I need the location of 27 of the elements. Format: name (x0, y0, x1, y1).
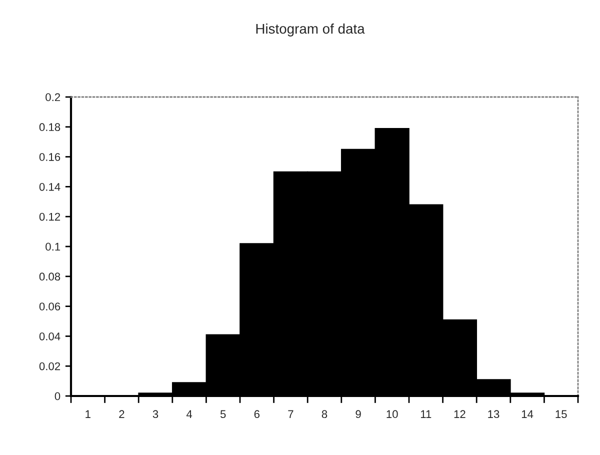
chart-title: Histogram of data (256, 24, 365, 36)
y-tick-label: 0.16 (39, 153, 60, 161)
y-tick-label: 0.04 (39, 332, 60, 340)
y-tick-label: 0.2 (46, 93, 60, 102)
x-tick-label: 7 (288, 410, 294, 418)
x-tick-label: 9 (356, 410, 361, 418)
y-tick-label: 0.12 (39, 212, 60, 221)
x-tick-label: 1 (86, 410, 90, 418)
x-tick-label: 12 (454, 410, 466, 418)
y-tick-label: 0 (54, 392, 60, 400)
y-tick-label: 0.08 (39, 272, 60, 281)
x-tick-label: 6 (254, 410, 260, 418)
x-tick-label: 8 (322, 410, 328, 418)
x-tick-label: 4 (186, 410, 192, 418)
x-tick-label: 15 (556, 410, 567, 418)
y-tick-label: 0.14 (39, 182, 60, 191)
y-tick-label: 0.02 (39, 362, 60, 370)
x-tick-label: 3 (152, 410, 158, 418)
x-tick-label: 10 (386, 410, 398, 418)
y-tick-label: 0.18 (39, 123, 60, 132)
x-tick-label: 2 (119, 410, 124, 418)
x-tick-label: 11 (420, 410, 432, 418)
x-tick-label: 13 (488, 410, 500, 418)
y-tick-label: 0.1 (46, 242, 60, 251)
x-tick-label: 5 (220, 410, 226, 418)
x-tick-label: 14 (522, 410, 534, 418)
y-tick-label: 0.06 (39, 302, 60, 310)
